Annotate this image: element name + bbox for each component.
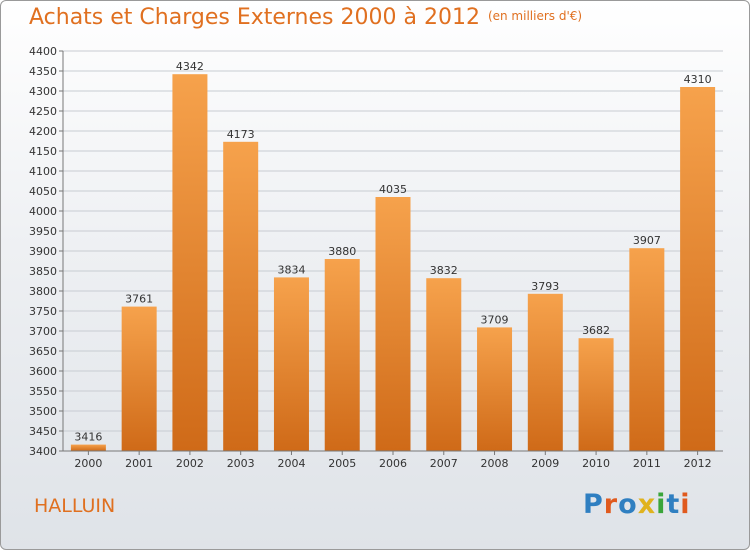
chart-title: Achats et Charges Externes 2000 à 2012 (e…: [29, 5, 582, 30]
y-tick-label: 3450: [29, 425, 57, 438]
y-tick-label: 4300: [29, 85, 57, 98]
x-tick-label: 2001: [125, 457, 153, 470]
logo-letter: t: [666, 489, 681, 520]
bar-2008: [477, 327, 513, 451]
logo-letter: i: [680, 489, 691, 520]
logo-letter: o: [618, 489, 638, 520]
x-tick-label: 2000: [74, 457, 102, 470]
bar-2004: [273, 277, 309, 451]
data-label: 3682: [582, 324, 610, 337]
y-tick-label: 4250: [29, 105, 57, 118]
data-label: 3761: [125, 293, 153, 306]
x-tick-label: 2008: [481, 457, 509, 470]
x-axis: 2000 2001 2002 2003 2004 2005 2006 2007 2008 2009…: [63, 450, 723, 470]
bar-2007: [426, 278, 462, 451]
chart-title-text: Achats et Charges Externes 2000 à 2012: [29, 5, 480, 30]
y-tick-label: 3900: [29, 245, 57, 258]
logo-letter: x: [637, 489, 657, 520]
y-tick-label: 3600: [29, 365, 57, 378]
x-tick-label: 2004: [277, 457, 305, 470]
y-tick-label: 4400: [29, 45, 57, 58]
y-tick-label: 3750: [29, 305, 57, 318]
data-label: 4173: [227, 128, 255, 141]
y-tick-label: 3950: [29, 225, 57, 238]
y-tick-label: 3800: [29, 285, 57, 298]
y-tick-label: 4100: [29, 165, 57, 178]
data-label: 3880: [328, 245, 356, 258]
bar-2005: [324, 259, 360, 451]
x-tick-label: 2012: [684, 457, 712, 470]
x-tick-label: 2003: [227, 457, 255, 470]
bar-2001: [121, 306, 157, 451]
data-label: 3709: [481, 313, 509, 326]
y-tick-label: 4150: [29, 145, 57, 158]
x-tick-label: 2006: [379, 457, 407, 470]
data-label: 3834: [277, 263, 305, 276]
bar-2006: [375, 197, 411, 451]
x-tick-label: 2005: [328, 457, 356, 470]
y-axis: 3400 3450 3500 3550 3600 3650 3700 3750 3800 3850…: [29, 45, 64, 458]
bars: 3416 3761 4342 4173 3834 3880 4035 3832 3709 3793…: [70, 60, 716, 452]
bar-2009: [527, 293, 563, 451]
x-tick-label: 2010: [582, 457, 610, 470]
y-tick-label: 4350: [29, 65, 57, 78]
y-tick-label: 3400: [29, 445, 57, 458]
y-tick-label: 3700: [29, 325, 57, 338]
logo-letter: i: [656, 489, 667, 520]
bar-2002: [172, 74, 208, 451]
bar-2003: [223, 141, 259, 452]
logo-letter: r: [603, 489, 619, 520]
y-tick-label: 4000: [29, 205, 57, 218]
y-tick-label: 3500: [29, 405, 57, 418]
x-tick-label: 2011: [633, 457, 661, 470]
bar-2000: [70, 444, 106, 451]
bar-2012: [680, 87, 716, 451]
y-tick-label: 3650: [29, 345, 57, 358]
city-name: HALLUIN: [34, 495, 116, 517]
x-tick-label: 2007: [430, 457, 458, 470]
data-label: 3832: [430, 264, 458, 277]
logo-letter: P: [583, 489, 604, 520]
data-label: 4035: [379, 183, 407, 196]
data-label: 3793: [531, 280, 559, 293]
data-label: 3907: [633, 234, 661, 247]
x-tick-label: 2009: [531, 457, 559, 470]
y-tick-label: 3850: [29, 265, 57, 278]
bar-2010: [578, 338, 614, 451]
data-label: 4310: [684, 73, 712, 86]
proxiti-logo: Proxiti: [583, 489, 691, 520]
data-label: 4342: [176, 60, 204, 73]
chart-unit: (en milliers d'€): [487, 9, 583, 23]
y-tick-label: 4200: [29, 125, 57, 138]
bar-2011: [629, 248, 665, 451]
y-tick-label: 3550: [29, 385, 57, 398]
x-tick-label: 2002: [176, 457, 204, 470]
data-label: 3416: [74, 431, 102, 444]
y-tick-label: 4050: [29, 185, 57, 198]
